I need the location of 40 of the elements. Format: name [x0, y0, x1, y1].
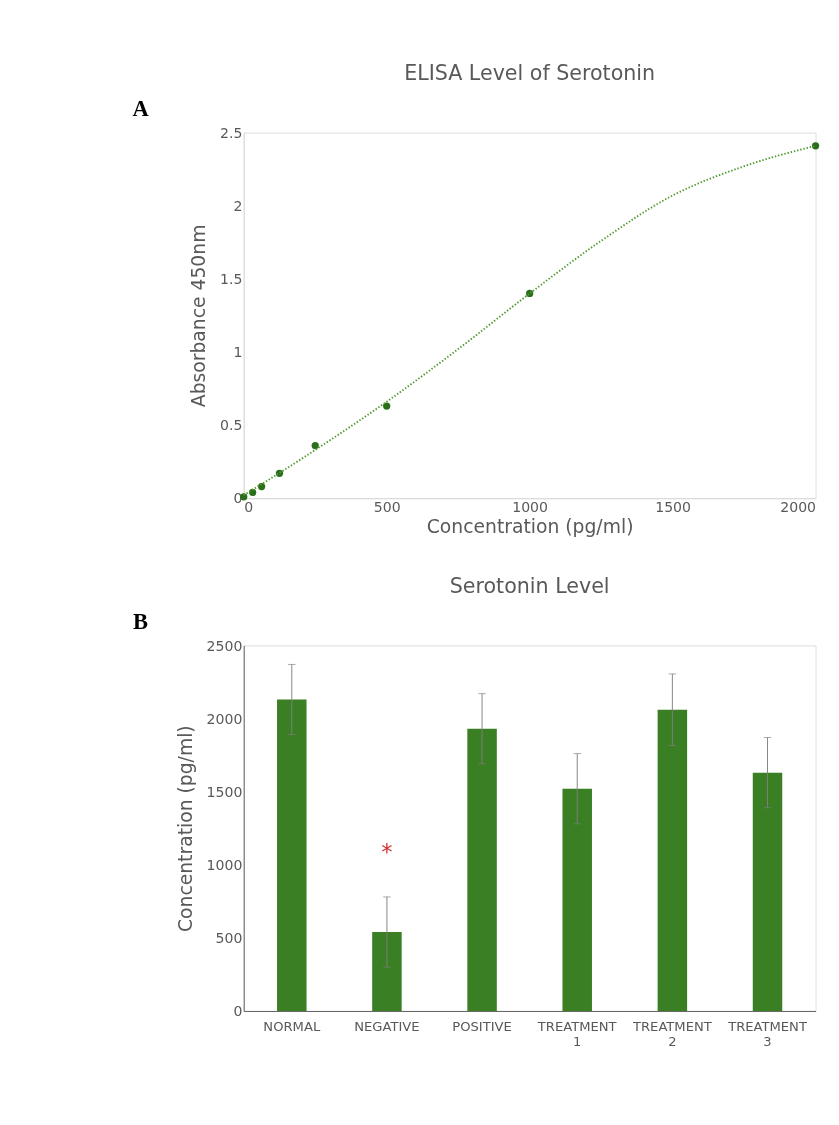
point — [257, 482, 266, 491]
y-tick-label: 0 — [233, 1003, 243, 1020]
y-tick-label: 1500 — [206, 783, 243, 800]
y-tick-label: 1 — [233, 344, 243, 361]
bar — [562, 788, 592, 1011]
x-tick-label: POSITIVE — [452, 1019, 512, 1035]
y-tick-label: 0.5 — [219, 417, 243, 434]
x-tick-label: TREATMENT 1 — [536, 1019, 618, 1050]
x-tick-label: TREATMENT 2 — [631, 1019, 713, 1050]
x-axis-title: Concentration (pg/ml) — [426, 516, 634, 538]
y-tick-label: 1000 — [206, 856, 243, 873]
x-tick-label: 1500 — [655, 498, 691, 515]
x-tick-label: 0 — [244, 498, 254, 515]
y-axis-title: Concentration (pg/ml) — [174, 725, 196, 932]
text: A — [132, 95, 150, 121]
annotation: * — [381, 839, 393, 866]
x-tick-label: TREATMENT 3 — [727, 1019, 808, 1050]
y-tick-label: 2000 — [206, 710, 243, 727]
y-axis-title: Absorbance 450nm — [187, 224, 209, 408]
y-tick-label: 2 — [233, 197, 243, 214]
chart-title: Serotonin Level — [449, 573, 610, 598]
y-tick-label: 1.5 — [219, 271, 243, 288]
bar — [752, 772, 783, 1011]
chart-title: ELISA Level of Serotonin — [404, 61, 656, 86]
x-tick-label: 1000 — [512, 498, 548, 515]
x-tick-label: 2000 — [780, 498, 817, 515]
y-tick-label: 2.5 — [219, 124, 243, 141]
x-tick-label: NORMAL — [263, 1019, 321, 1035]
y-tick-label: 2500 — [206, 637, 243, 654]
point — [811, 142, 820, 150]
text: B — [133, 608, 149, 634]
bar — [372, 932, 402, 1011]
y-tick-label: 500 — [215, 930, 243, 947]
point — [383, 402, 391, 410]
bar — [657, 709, 688, 1011]
point — [311, 441, 319, 450]
x-tick-label: NEGATIVE — [354, 1019, 420, 1035]
x-tick-label: 500 — [373, 498, 401, 515]
bar — [277, 699, 307, 1011]
bar — [467, 728, 497, 1011]
